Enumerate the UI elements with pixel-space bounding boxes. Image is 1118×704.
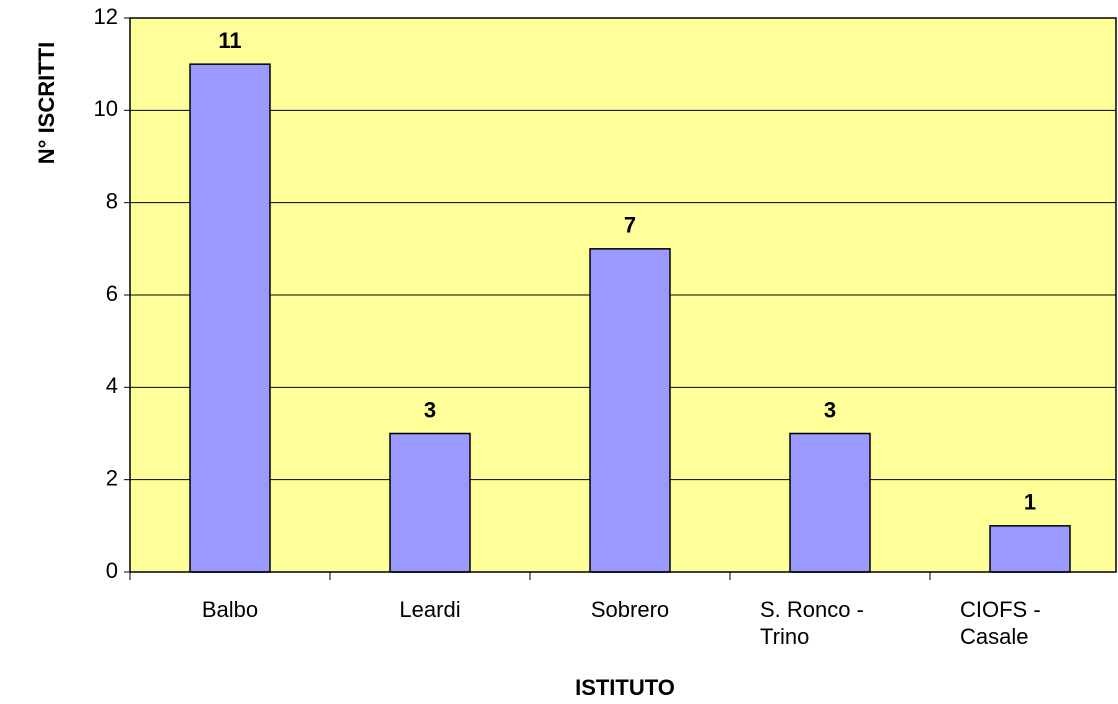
y-tick-label: 8 bbox=[106, 188, 118, 213]
bar bbox=[389, 432, 471, 573]
x-tick-label-box: S. Ronco - Trino bbox=[730, 596, 930, 650]
x-axis-label: ISTITUTO bbox=[575, 675, 675, 700]
x-tick-label: S. Ronco - Trino bbox=[760, 597, 864, 649]
y-tick-label: 10 bbox=[94, 96, 118, 121]
x-tick-label-box: CIOFS - Casale bbox=[930, 596, 1118, 650]
bar bbox=[189, 63, 271, 573]
value-label: 11 bbox=[218, 28, 241, 53]
y-tick-label: 12 bbox=[94, 4, 118, 29]
x-tick-label: Balbo bbox=[201, 597, 259, 622]
value-label: 3 bbox=[424, 397, 436, 422]
y-axis-label: N° ISCRITTI bbox=[34, 42, 59, 164]
value-label: 1 bbox=[1024, 490, 1036, 515]
y-tick-label: 4 bbox=[106, 373, 118, 398]
x-tick-label: Sobrero bbox=[590, 597, 670, 622]
value-label: 7 bbox=[624, 213, 636, 238]
x-tick-label-box: Balbo bbox=[130, 596, 330, 623]
bar bbox=[989, 525, 1071, 573]
y-tick-label: 0 bbox=[106, 558, 118, 583]
y-tick-label: 2 bbox=[106, 465, 118, 490]
plot-border bbox=[129, 17, 1117, 573]
x-tick-label: Leardi bbox=[399, 597, 461, 622]
value-label: 3 bbox=[824, 397, 836, 422]
bar bbox=[589, 248, 671, 573]
x-tick-label: CIOFS - Casale bbox=[960, 597, 1041, 649]
bar bbox=[789, 432, 871, 573]
y-tick-label: 6 bbox=[106, 281, 118, 306]
x-tick-label-box: Leardi bbox=[330, 596, 530, 623]
x-tick-label-box: Sobrero bbox=[530, 596, 730, 623]
